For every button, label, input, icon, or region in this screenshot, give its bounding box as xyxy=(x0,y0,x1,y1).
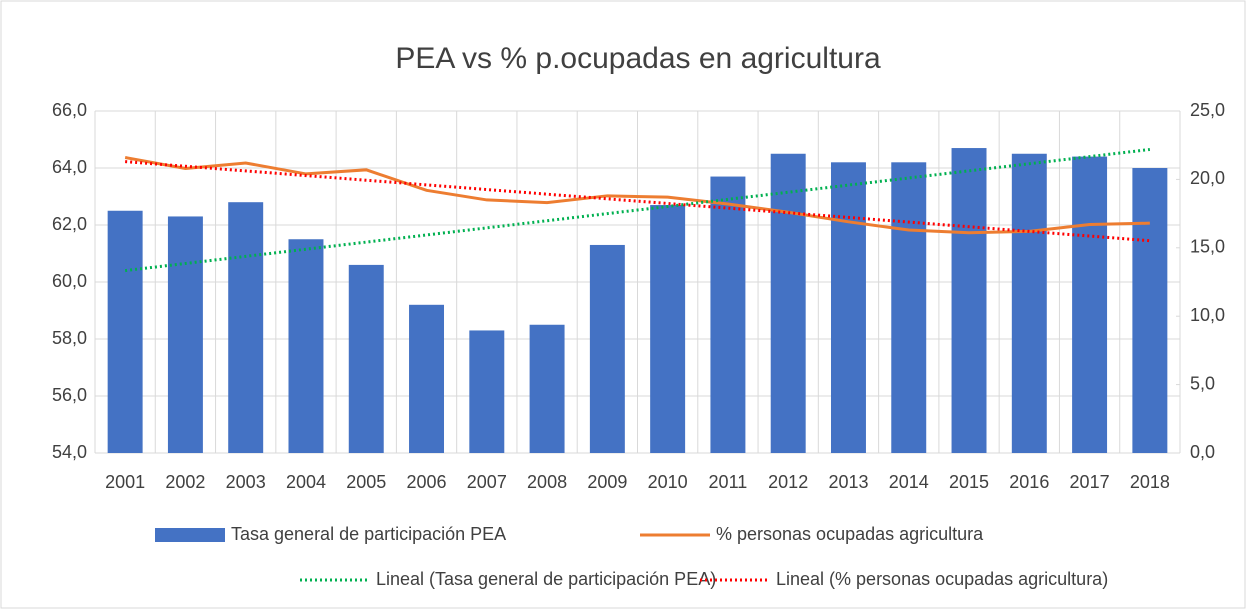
y2-tick-label: 10,0 xyxy=(1190,305,1225,325)
bar xyxy=(107,210,143,453)
line xyxy=(124,156,1150,235)
x-tick-label: 2003 xyxy=(226,472,266,492)
bar xyxy=(589,244,625,453)
bar xyxy=(228,202,264,453)
x-tick-label: 2001 xyxy=(105,472,145,492)
x-tick-label: 2004 xyxy=(286,472,326,492)
bar xyxy=(469,330,505,453)
bar xyxy=(1011,153,1047,453)
bar xyxy=(710,176,746,454)
x-tick-label: 2018 xyxy=(1130,472,1170,492)
bar xyxy=(951,148,987,454)
trend-line xyxy=(124,147,1151,273)
x-tick-label: 2014 xyxy=(889,472,929,492)
bar xyxy=(891,162,927,454)
y-tick-label: 54,0 xyxy=(52,442,87,462)
x-tick-label: 2002 xyxy=(165,472,205,492)
y-tick-label: 64,0 xyxy=(52,157,87,177)
y2-tick-label: 25,0 xyxy=(1190,100,1225,120)
bar xyxy=(348,264,384,453)
bar xyxy=(529,324,565,453)
y-tick-label: 60,0 xyxy=(52,271,87,291)
bar xyxy=(167,216,203,453)
y2-tick-label: 5,0 xyxy=(1190,373,1215,393)
x-tick-label: 2016 xyxy=(1009,472,1049,492)
legend-label: % personas ocupadas agricultura xyxy=(716,524,984,544)
bar xyxy=(650,205,686,453)
x-tick-label: 2011 xyxy=(709,472,748,492)
x-tick-label: 2015 xyxy=(949,472,989,492)
x-tick-label: 2005 xyxy=(346,472,386,492)
bar xyxy=(288,239,324,453)
y-tick-label: 58,0 xyxy=(52,328,87,348)
legend-label: Lineal (Tasa general de participación PE… xyxy=(376,569,716,589)
bar xyxy=(830,162,866,454)
x-tick-label: 2010 xyxy=(648,472,688,492)
bar xyxy=(770,153,806,453)
bar xyxy=(409,304,445,453)
legend-label: Tasa general de participación PEA xyxy=(231,524,506,544)
y2-tick-label: 15,0 xyxy=(1190,237,1225,257)
y-tick-label: 66,0 xyxy=(52,100,87,120)
x-tick-label: 2008 xyxy=(527,472,567,492)
x-tick-label: 2007 xyxy=(467,472,507,492)
x-tick-label: 2017 xyxy=(1070,472,1110,492)
chart-title: PEA vs % p.ocupadas en agricultura xyxy=(395,42,881,75)
bar xyxy=(1132,168,1168,453)
x-tick-label: 2006 xyxy=(407,472,447,492)
trend-line xyxy=(125,160,1150,243)
y-tick-label: 56,0 xyxy=(52,385,87,405)
x-tick-label: 2012 xyxy=(768,472,808,492)
x-tick-label: 2013 xyxy=(828,472,868,492)
y2-tick-label: 0,0 xyxy=(1190,442,1215,462)
legend-label: Lineal (% personas ocupadas agricultura) xyxy=(776,569,1108,589)
y2-tick-label: 20,0 xyxy=(1190,168,1225,188)
x-tick-label: 2009 xyxy=(587,472,627,492)
y-tick-label: 62,0 xyxy=(52,214,87,234)
bar xyxy=(1072,156,1108,453)
legend-swatch xyxy=(155,528,225,542)
